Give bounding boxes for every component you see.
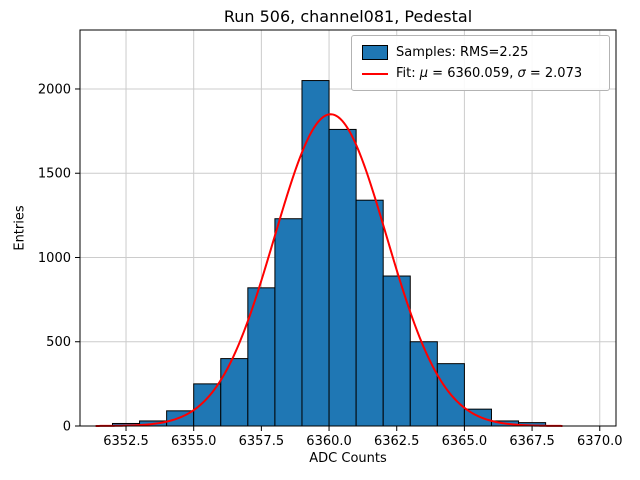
legend-sample-swatch — [362, 45, 388, 60]
y-tick-label: 2000 — [38, 82, 71, 97]
legend-fit-label: Fit: μ = 6360.059, σ = 2.073 — [396, 66, 582, 81]
histogram-bar — [409, 341, 438, 427]
legend-sigma-value: = 2.073 — [525, 66, 583, 81]
legend-mu-symbol: μ — [419, 66, 429, 81]
x-axis-label: ADC Counts — [309, 451, 387, 466]
histogram-bar — [274, 218, 303, 427]
y-tick-label: 1000 — [38, 251, 71, 266]
legend-sigma-symbol: σ — [517, 66, 526, 81]
legend-fit-entry: Fit: μ = 6360.059, σ = 2.073 — [362, 63, 599, 84]
x-tick-label: 6352.5 — [103, 434, 149, 449]
chart-title: Run 506, channel081, Pedestal — [223, 7, 473, 26]
x-tick-label: 6357.5 — [239, 434, 285, 449]
x-tick-label: 6367.5 — [509, 434, 555, 449]
fit-curve — [95, 113, 563, 427]
histogram-bar — [220, 358, 249, 427]
histogram-bar — [193, 383, 222, 427]
x-tick-label: 6370.0 — [577, 434, 623, 449]
x-tick-label: 6360.0 — [306, 434, 352, 449]
legend-mu-value: = 6360.059, — [428, 66, 518, 81]
legend: Samples: RMS=2.25 Fit: μ = 6360.059, σ =… — [351, 35, 610, 91]
y-axis-label: Entries — [12, 205, 28, 251]
plot-frame — [79, 29, 617, 427]
legend-fit-prefix: Fit: — [396, 66, 420, 81]
y-tick-label: 1500 — [38, 167, 71, 182]
legend-samples-entry: Samples: RMS=2.25 — [362, 42, 599, 63]
histogram-bar — [328, 128, 357, 427]
y-tick-label: 0 — [63, 420, 71, 435]
x-tick-label: 6362.5 — [374, 434, 420, 449]
x-tick-label: 6365.0 — [442, 434, 488, 449]
y-tick-label: 500 — [46, 335, 71, 350]
histogram-bar — [301, 80, 330, 427]
legend-fit-line-swatch — [362, 72, 388, 75]
x-tick-label: 6355.0 — [171, 434, 217, 449]
legend-samples-label: Samples: RMS=2.25 — [396, 45, 529, 60]
histogram-bar — [355, 199, 384, 427]
